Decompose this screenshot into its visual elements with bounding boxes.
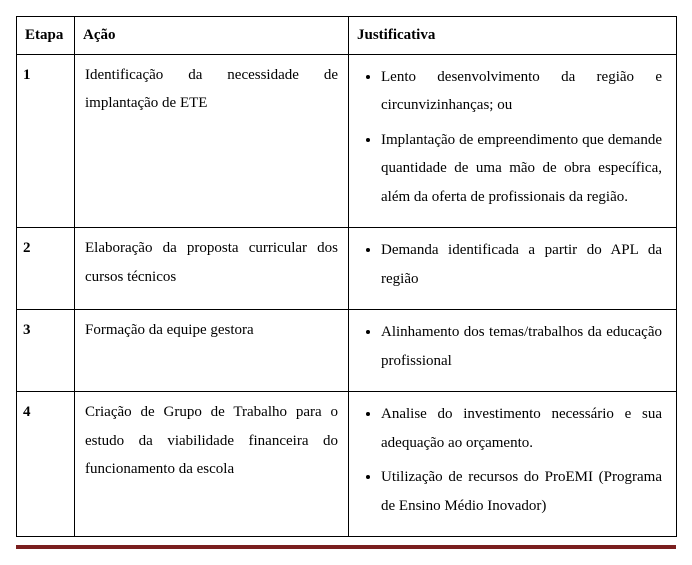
- justificativa-list: Demanda identificada a partir do APL da …: [353, 236, 668, 293]
- justificativa-list: Alinhamento dos temas/trabalhos da educa…: [353, 318, 668, 375]
- acao-text: Elaboração da proposta curricular dos cu…: [75, 228, 349, 310]
- justificativa-item: Utilização de recursos do ProEMI (Progra…: [381, 463, 668, 520]
- etapas-table: Etapa Ação Justificativa 1 Identificação…: [16, 16, 677, 537]
- justificativa-list: Lento desenvolvimento da região e circun…: [353, 63, 668, 212]
- justificativa-cell: Alinhamento dos temas/trabalhos da educa…: [349, 310, 677, 392]
- table-header-row: Etapa Ação Justificativa: [17, 17, 677, 55]
- acao-text: Formação da equipe gestora: [75, 310, 349, 392]
- etapa-number: 1: [17, 54, 75, 228]
- header-etapa: Etapa: [17, 17, 75, 55]
- table-row: 4 Criação de Grupo de Trabalho para o es…: [17, 392, 677, 537]
- justificativa-item: Implantação de empreendimento que demand…: [381, 126, 668, 212]
- footer-rule: [16, 545, 676, 549]
- acao-text: Identificação da necessidade de implanta…: [75, 54, 349, 228]
- table-row: 2 Elaboração da proposta curricular dos …: [17, 228, 677, 310]
- table-row: 3 Formação da equipe gestora Alinhamento…: [17, 310, 677, 392]
- justificativa-item: Alinhamento dos temas/trabalhos da educa…: [381, 318, 668, 375]
- header-acao: Ação: [75, 17, 349, 55]
- justificativa-item: Lento desenvolvimento da região e circun…: [381, 63, 668, 120]
- header-justificativa: Justificativa: [349, 17, 677, 55]
- etapa-number: 3: [17, 310, 75, 392]
- justificativa-list: Analise do investimento necessário e sua…: [353, 400, 668, 520]
- justificativa-item: Analise do investimento necessário e sua…: [381, 400, 668, 457]
- justificativa-cell: Demanda identificada a partir do APL da …: [349, 228, 677, 310]
- etapa-number: 2: [17, 228, 75, 310]
- etapa-number: 4: [17, 392, 75, 537]
- acao-text: Criação de Grupo de Trabalho para o estu…: [75, 392, 349, 537]
- table-row: 1 Identificação da necessidade de implan…: [17, 54, 677, 228]
- justificativa-cell: Lento desenvolvimento da região e circun…: [349, 54, 677, 228]
- justificativa-cell: Analise do investimento necessário e sua…: [349, 392, 677, 537]
- justificativa-item: Demanda identificada a partir do APL da …: [381, 236, 668, 293]
